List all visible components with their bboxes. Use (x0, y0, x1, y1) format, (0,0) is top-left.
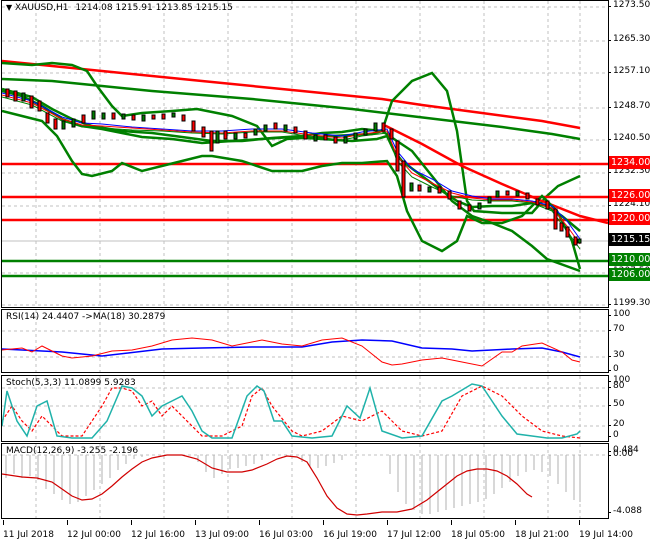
stochastic-canvas (2, 376, 608, 441)
level-tag-1210: 1210.00 (609, 253, 650, 266)
time-tick (195, 520, 196, 525)
rsi-panel[interactable]: RSI(14) 24.4407 ->MA(18) 30.2879 (1, 309, 609, 373)
time-label: 16 Jul 03:00 (259, 530, 313, 540)
macd-tick: 0.484 (608, 445, 639, 455)
time-tick (67, 520, 68, 525)
rsi-tick: 70 (607, 324, 625, 334)
rsi-axis: 100 70 30 0 (607, 309, 650, 374)
macd-axis: 0.484 0.00 -4.088 (607, 443, 650, 519)
symbol-label: XAUUSD,H1 (15, 3, 69, 13)
level-tag-1220: 1220.00 (609, 212, 650, 225)
time-label: 16 Jul 19:00 (323, 530, 377, 540)
current-price-tag: 1215.15 (609, 233, 650, 246)
macd-panel[interactable]: MACD(12,26,9) -3.255 -2.196 (1, 443, 609, 519)
time-tick (451, 520, 452, 525)
time-tick (131, 520, 132, 525)
time-tick (259, 520, 260, 525)
ohlc-values: 1214.08 1215.91 1213.85 1215.15 (75, 3, 233, 13)
stochastic-panel[interactable]: Stoch(5,3,3) 11.0899 5.9283 (1, 375, 609, 442)
rsi-canvas (2, 310, 608, 372)
time-tick (323, 520, 324, 525)
stochastic-axis: 100 80 50 20 0 (607, 375, 650, 442)
level-tag-1206: 1206.00 (609, 268, 650, 281)
rsi-tick: 0 (608, 364, 619, 374)
time-label: 11 Jul 2018 (3, 530, 54, 540)
time-label: 12 Jul 00:00 (67, 530, 121, 540)
level-tag-1234: 1234.00 (609, 156, 650, 169)
triangle-down-icon[interactable]: ▼ (6, 3, 13, 12)
time-label: 13 Jul 09:00 (195, 530, 249, 540)
stoch-tick: 80 (607, 381, 625, 391)
time-axis: 11 Jul 2018 12 Jul 00:00 12 Jul 16:00 13… (0, 520, 650, 550)
time-tick (515, 520, 516, 525)
chart-header: ▼ XAUUSD,H1 1214.08 1215.91 1213.85 1215… (6, 3, 233, 13)
rsi-tick: 30 (607, 350, 625, 360)
level-tag-1226: 1226.00 (609, 189, 650, 202)
macd-canvas (2, 444, 608, 518)
macd-tick: 0.00 (607, 449, 634, 459)
time-label: 12 Jul 16:00 (131, 530, 185, 540)
stoch-tick: 100 (607, 375, 631, 385)
price-tick: 1273.50 (607, 0, 650, 10)
price-tick: 1232.30 (607, 166, 650, 176)
rsi-title: RSI(14) 24.4407 ->MA(18) 30.2879 (6, 312, 166, 322)
time-label: 17 Jul 12:00 (387, 530, 441, 540)
price-tick: 1199.30 (607, 298, 650, 308)
price-tick: 1240.50 (607, 133, 650, 143)
price-tick: 1257.10 (607, 66, 650, 76)
rsi-tick: 100 (607, 309, 631, 319)
time-label: 19 Jul 14:00 (579, 530, 633, 540)
price-tick: 1265.30 (607, 34, 650, 44)
price-chart-panel[interactable]: ▼ XAUUSD,H1 1214.08 1215.91 1213.85 1215… (1, 0, 609, 308)
stoch-tick: 50 (607, 399, 625, 409)
time-tick (3, 520, 4, 525)
price-tick: 1224.10 (607, 199, 650, 209)
macd-title: MACD(12,26,9) -3.255 -2.196 (6, 446, 139, 456)
stoch-tick: 20 (607, 419, 625, 429)
price-chart-canvas (2, 1, 608, 307)
time-label: 18 Jul 21:00 (515, 530, 569, 540)
price-axis: 1273.50 1265.30 1257.10 1248.70 1240.50 … (607, 0, 650, 308)
stochastic-title: Stoch(5,3,3) 11.0899 5.9283 (6, 378, 136, 388)
time-tick (387, 520, 388, 525)
macd-tick: -4.088 (607, 506, 643, 516)
price-tick: 1248.70 (607, 101, 650, 111)
time-label: 18 Jul 05:00 (451, 530, 505, 540)
stoch-tick: 0 (608, 430, 619, 440)
time-tick (579, 520, 580, 525)
